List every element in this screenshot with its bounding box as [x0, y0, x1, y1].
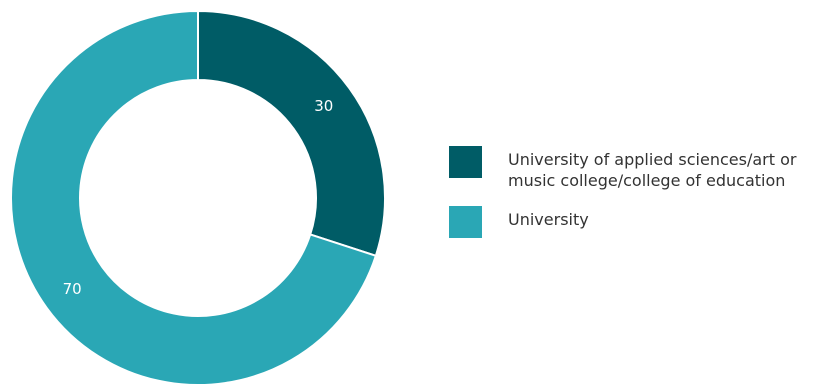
data-label: 70 [63, 280, 82, 298]
legend-label: University of applied sciences/art or mu… [508, 150, 797, 190]
donut-slice [197, 9, 386, 258]
data-labels: 30 70 [63, 97, 334, 298]
data-label: 30 [314, 97, 333, 115]
chart-legend: University of applied sciences/art or mu… [449, 146, 834, 253]
donut-slices [10, 9, 386, 385]
legend-item-applied-sciences: University of applied sciences/art or mu… [449, 146, 834, 191]
legend-swatch [449, 206, 482, 238]
donut-chart: 30 70 [10, 9, 386, 385]
legend-item-university: University [449, 206, 834, 238]
legend-label: University [508, 210, 589, 229]
legend-swatch [449, 146, 482, 178]
